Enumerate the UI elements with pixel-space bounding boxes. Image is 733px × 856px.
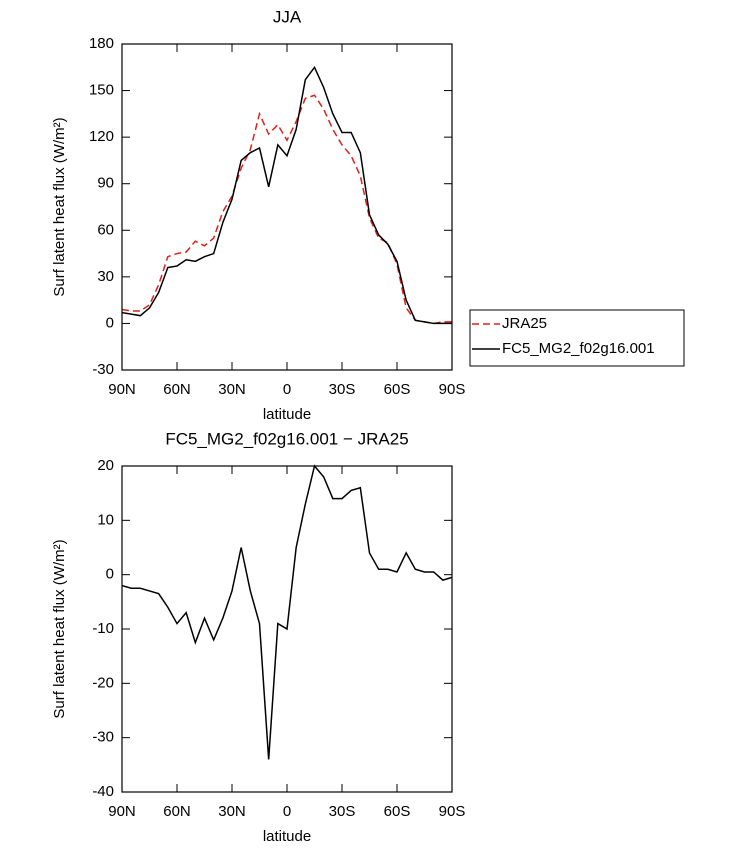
x-tick-label: 30S xyxy=(329,381,356,398)
x-tick-label: 90S xyxy=(439,381,466,398)
x-tick-label: 60N xyxy=(163,803,191,820)
x-tick-label: 30N xyxy=(218,803,246,820)
x-tick-label: 0 xyxy=(283,381,291,398)
y-axis-label: Surf latent heat flux (W/m²) xyxy=(51,539,68,718)
chart-title: FC5_MG2_f02g16.001 − JRA25 xyxy=(165,429,408,448)
y-tick-label: 90 xyxy=(97,175,114,192)
plot-frame xyxy=(121,43,453,371)
x-tick-label: 90N xyxy=(108,803,136,820)
y-tick-label: 180 xyxy=(89,35,114,52)
y-tick-label: 20 xyxy=(97,457,114,474)
y-tick-label: 0 xyxy=(106,314,114,331)
x-axis-label: latitude xyxy=(263,406,311,423)
x-tick-label: 30N xyxy=(218,381,246,398)
y-tick-label: -20 xyxy=(92,674,114,691)
legend-box xyxy=(469,309,685,367)
y-tick-label: 120 xyxy=(89,128,114,145)
y-tick-label: -10 xyxy=(92,620,114,637)
x-tick-label: 90N xyxy=(108,381,136,398)
x-tick-label: 0 xyxy=(283,803,291,820)
plot-frame xyxy=(121,465,453,793)
y-tick-label: 30 xyxy=(97,268,114,285)
data-line xyxy=(121,94,452,325)
y-tick-label: -30 xyxy=(92,361,114,378)
x-axis-label: latitude xyxy=(263,828,311,845)
y-tick-label: -40 xyxy=(92,783,114,800)
legend-label: FC5_MG2_f02g16.001 xyxy=(502,340,655,357)
data-line xyxy=(121,65,452,325)
data-line xyxy=(121,464,453,760)
x-tick-label: 60S xyxy=(384,381,411,398)
y-tick-label: 10 xyxy=(97,511,114,528)
y-tick-label: 0 xyxy=(106,566,114,583)
legend-label: JRA25 xyxy=(502,315,547,332)
x-tick-label: 90S xyxy=(439,803,466,820)
chart-title: JJA xyxy=(273,7,302,26)
x-tick-label: 30S xyxy=(329,803,356,820)
y-tick-label: 150 xyxy=(89,82,114,99)
y-axis-label: Surf latent heat flux (W/m²) xyxy=(51,117,68,296)
y-tick-label: 60 xyxy=(97,221,114,238)
x-tick-label: 60S xyxy=(384,803,411,820)
y-tick-label: -30 xyxy=(92,729,114,746)
x-tick-label: 60N xyxy=(163,381,191,398)
